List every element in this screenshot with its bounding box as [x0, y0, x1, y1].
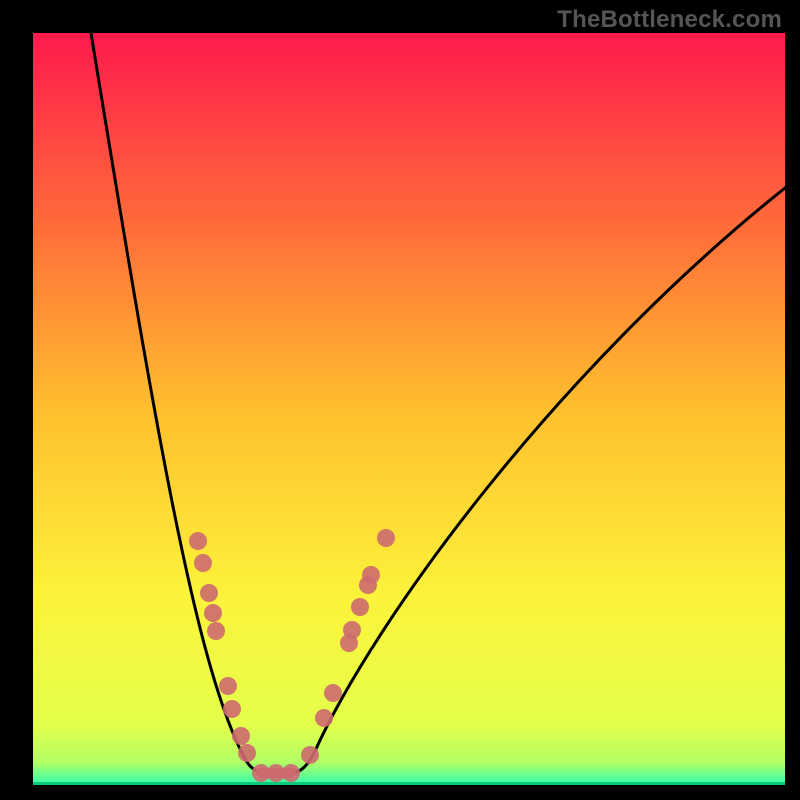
- curve-marker: [189, 532, 207, 550]
- watermark-text: TheBottleneck.com: [557, 6, 782, 34]
- curve-marker: [315, 709, 333, 727]
- curve-marker: [324, 684, 342, 702]
- curve-marker: [377, 529, 395, 547]
- curve-marker: [351, 598, 369, 616]
- curve-marker: [362, 566, 380, 584]
- curve-right: [291, 188, 785, 773]
- curve-marker: [238, 744, 256, 762]
- curve-marker: [194, 554, 212, 572]
- curve-marker: [301, 746, 319, 764]
- plot-area: [33, 33, 785, 785]
- curve-marker: [200, 584, 218, 602]
- bottom-green-strip: [33, 782, 785, 785]
- curve-marker: [232, 727, 250, 745]
- curve-marker: [207, 622, 225, 640]
- curve-marker: [343, 621, 361, 639]
- curve-marker: [223, 700, 241, 718]
- curve-marker: [282, 764, 300, 782]
- curve-left: [91, 33, 261, 773]
- curve-marker: [204, 604, 222, 622]
- chart-frame: TheBottleneck.com: [0, 0, 800, 800]
- curve-layer: [33, 33, 785, 785]
- curve-marker: [219, 677, 237, 695]
- marker-group: [189, 529, 395, 782]
